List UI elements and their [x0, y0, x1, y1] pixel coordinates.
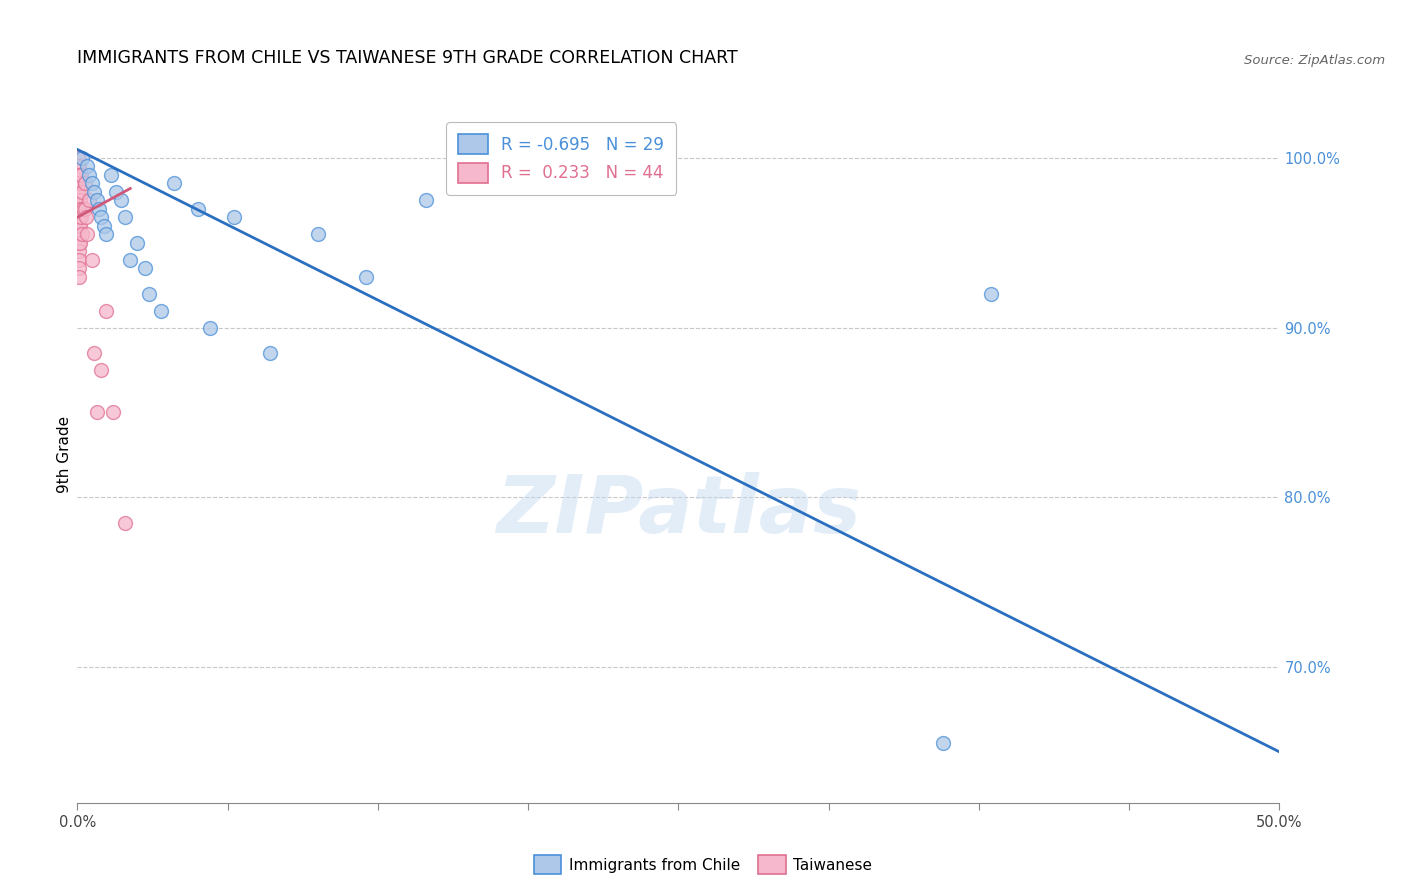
Point [70, 168, 93, 182]
Point [76, 227, 98, 242]
Point [67, 202, 90, 216]
Point [67, 194, 90, 208]
Point [67, 227, 90, 242]
Point [67, 168, 90, 182]
Point [69, 202, 91, 216]
Point [67, 177, 90, 191]
Point [67, 252, 90, 267]
Legend: R = -0.695   N = 29, R =  0.233   N = 44: R = -0.695 N = 29, R = 0.233 N = 44 [446, 122, 676, 194]
Point [96, 303, 118, 318]
Point [73, 177, 96, 191]
Point [67, 211, 90, 225]
Point [150, 303, 173, 318]
Text: IMMIGRANTS FROM CHILE VS TAIWANESE 9TH GRADE CORRELATION CHART: IMMIGRANTS FROM CHILE VS TAIWANESE 9TH G… [77, 49, 738, 67]
Point [114, 211, 136, 225]
Point [83, 185, 105, 199]
Point [103, 405, 125, 419]
Point [67, 269, 90, 284]
Point [69, 194, 91, 208]
Point [415, 194, 437, 208]
Point [70, 211, 93, 225]
Point [96, 227, 118, 242]
Legend: Immigrants from Chile, Taiwanese: Immigrants from Chile, Taiwanese [527, 849, 879, 880]
Point [67, 160, 90, 174]
Point [73, 202, 96, 216]
Point [86, 194, 108, 208]
Point [67, 185, 90, 199]
Point [187, 202, 209, 216]
Point [70, 151, 93, 165]
Point [86, 405, 108, 419]
Point [354, 269, 377, 284]
Point [75, 211, 97, 225]
Point [67, 244, 90, 259]
Point [83, 346, 105, 360]
Point [222, 211, 245, 225]
Point [100, 168, 122, 182]
Text: Source: ZipAtlas.com: Source: ZipAtlas.com [1244, 54, 1385, 67]
Point [80, 177, 103, 191]
Point [79, 168, 101, 182]
Point [138, 286, 160, 301]
Point [76, 160, 98, 174]
Point [67, 261, 90, 276]
Point [70, 185, 93, 199]
Point [114, 516, 136, 530]
Point [70, 227, 93, 242]
Point [87, 202, 110, 216]
Point [307, 227, 329, 242]
Point [90, 211, 112, 225]
Point [932, 736, 955, 750]
Point [980, 286, 1002, 301]
Point [66, 151, 89, 165]
Y-axis label: 9th Grade: 9th Grade [56, 417, 72, 493]
Point [79, 194, 101, 208]
Point [69, 177, 91, 191]
Point [104, 185, 127, 199]
Point [67, 177, 90, 191]
Point [80, 252, 103, 267]
Point [72, 202, 94, 216]
Point [69, 219, 91, 233]
Point [198, 320, 221, 334]
Point [67, 205, 90, 219]
Point [110, 194, 132, 208]
Point [90, 363, 112, 377]
Point [120, 252, 142, 267]
Point [93, 219, 115, 233]
Point [67, 198, 90, 212]
Text: ZIPatlas: ZIPatlas [496, 472, 860, 549]
Point [67, 168, 90, 182]
Point [134, 261, 156, 276]
Point [67, 219, 90, 233]
Point [127, 235, 149, 250]
Point [66, 160, 89, 174]
Point [162, 177, 184, 191]
Point [67, 211, 90, 225]
Point [67, 188, 90, 202]
Point [69, 235, 91, 250]
Point [67, 235, 90, 250]
Point [259, 346, 281, 360]
